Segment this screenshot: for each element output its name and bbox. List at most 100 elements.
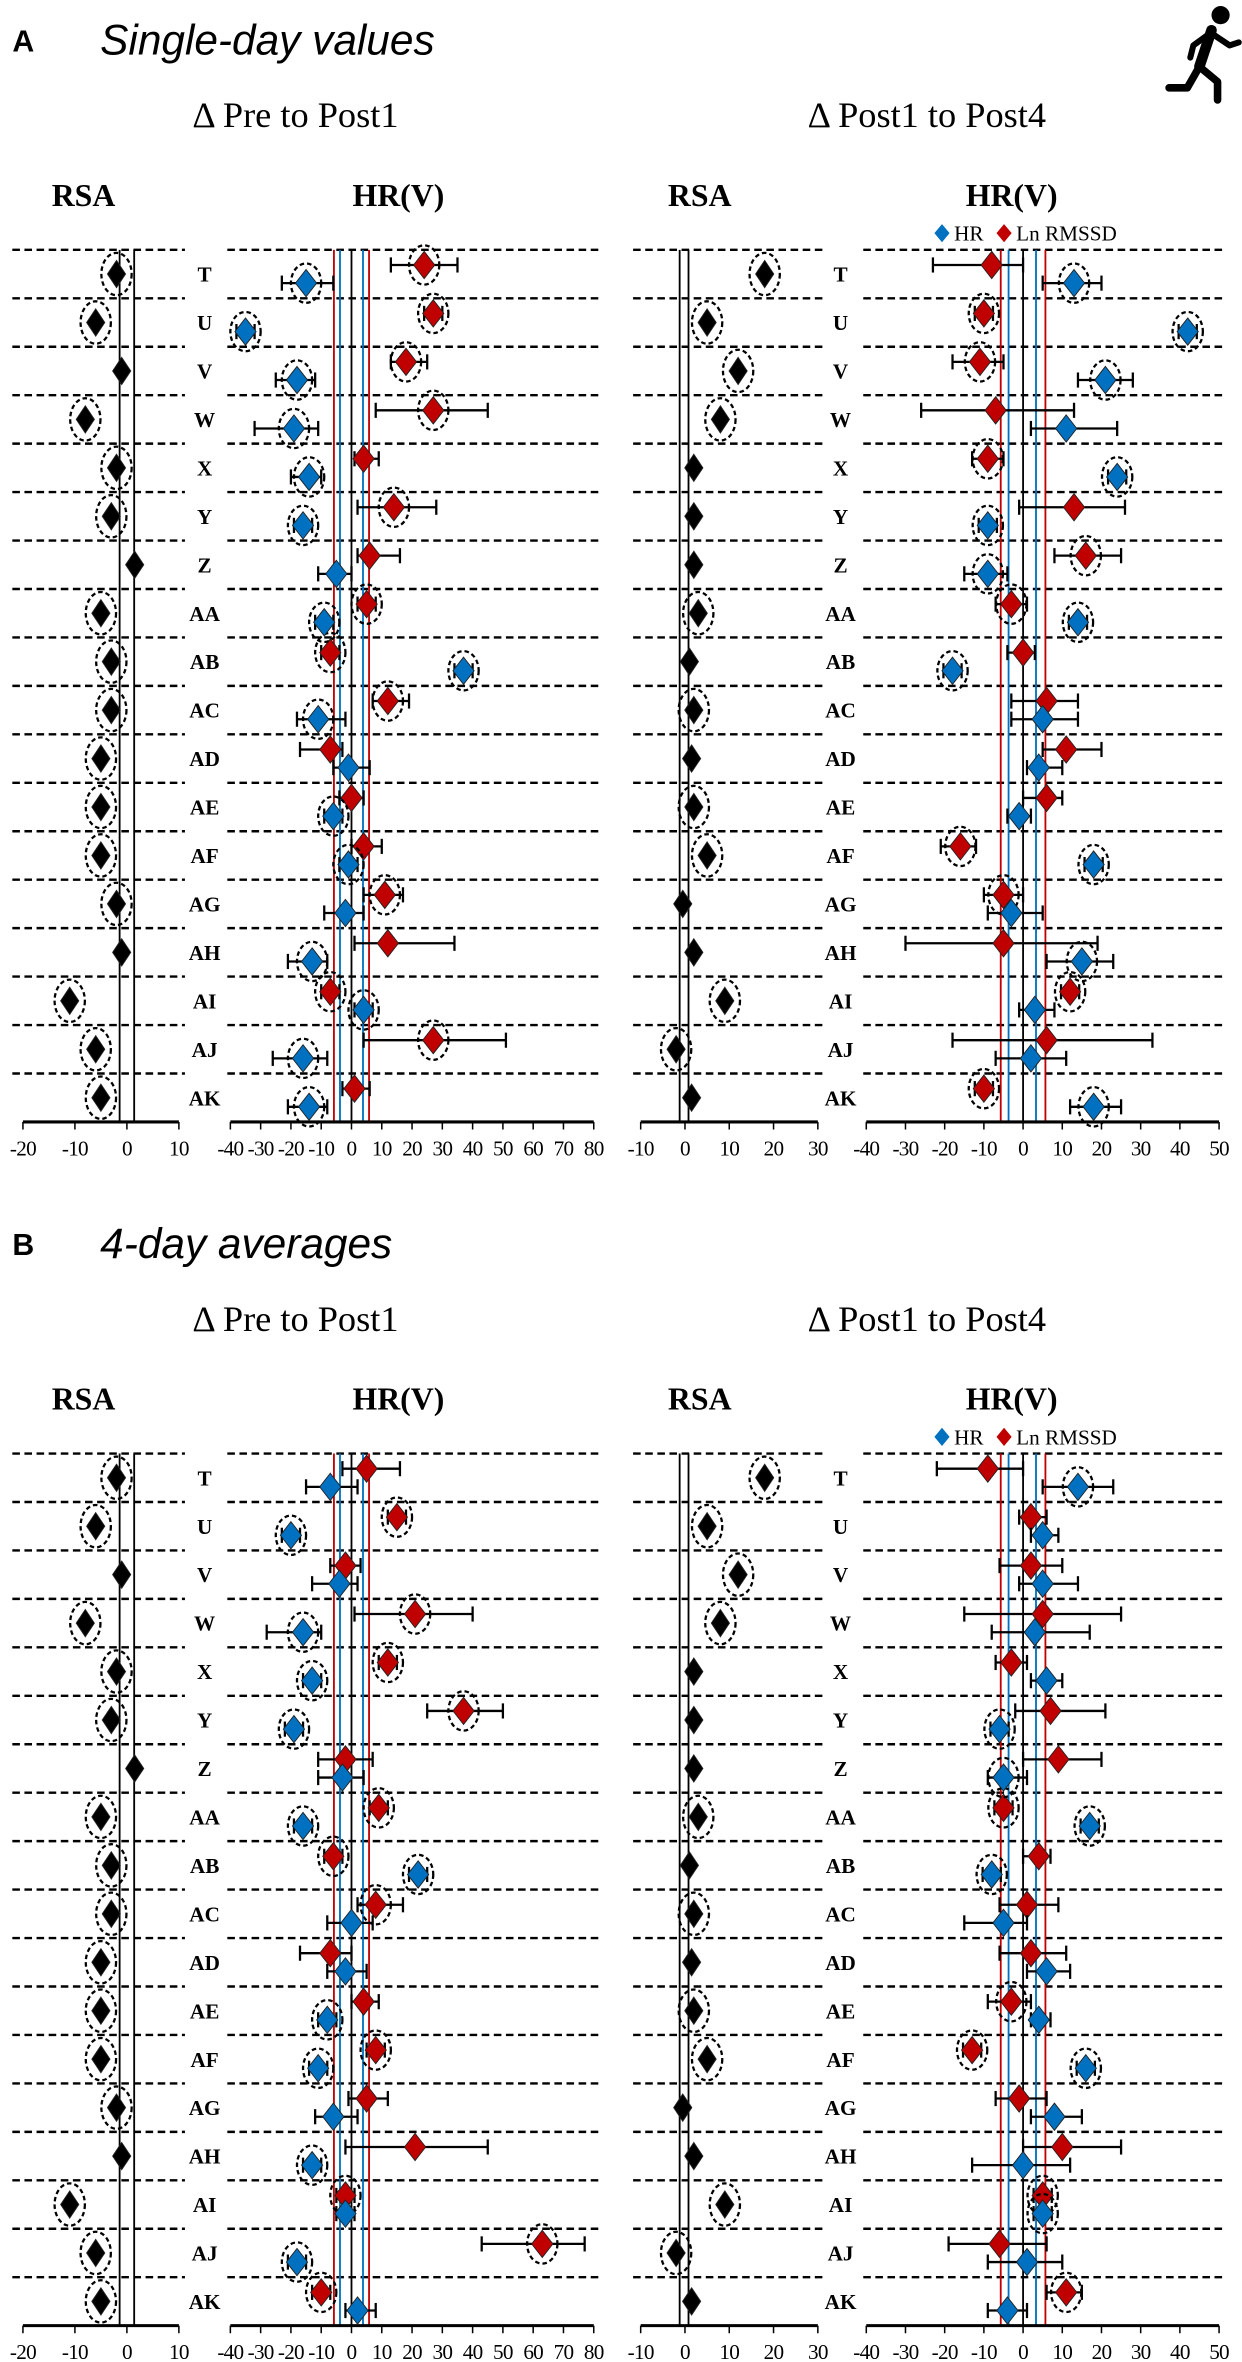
significance-circle bbox=[280, 2241, 314, 2283]
ln-rmssd-point bbox=[992, 880, 1015, 910]
rsa-point bbox=[125, 1754, 145, 1783]
significance-circle bbox=[100, 881, 133, 927]
ln-rmssd-point bbox=[1007, 2084, 1031, 2113]
hr-point bbox=[1023, 995, 1047, 1025]
x-tick-label: 0 bbox=[122, 1136, 132, 1160]
row-label: V bbox=[833, 1563, 849, 1587]
row-label: AI bbox=[193, 989, 217, 1013]
ln-rmssd-point bbox=[1000, 1987, 1023, 2017]
legend-rmssd-label: Ln RMSSD bbox=[1016, 222, 1117, 246]
rsa-point bbox=[91, 792, 111, 822]
row-label: AK bbox=[825, 2290, 857, 2314]
hr-point bbox=[328, 1569, 351, 1599]
subplot-title: RSA bbox=[668, 178, 732, 213]
row-label: AD bbox=[825, 1951, 856, 1975]
significance-circle bbox=[677, 784, 711, 830]
ln-rmssd-point bbox=[310, 2277, 333, 2307]
rsa-point bbox=[125, 550, 145, 580]
row-label: T bbox=[198, 263, 212, 287]
legend: HR Ln RMSSD bbox=[934, 1425, 1117, 1449]
row-label: AH bbox=[825, 2145, 857, 2169]
row-label: W bbox=[830, 408, 851, 432]
x-tick-label: 10 bbox=[1052, 1136, 1072, 1160]
significance-circle bbox=[53, 2182, 86, 2227]
significance-circle bbox=[295, 940, 329, 983]
hr-point bbox=[352, 995, 375, 1025]
rsa-point bbox=[684, 1705, 704, 1735]
significance-circle bbox=[280, 359, 314, 401]
hr-point bbox=[285, 2247, 309, 2277]
significance-circle bbox=[1053, 970, 1087, 1013]
rsa-point bbox=[684, 1899, 704, 1929]
x-tick-label: 40 bbox=[463, 2340, 483, 2362]
row-label: AB bbox=[826, 650, 855, 674]
significance-circle bbox=[721, 1552, 755, 1597]
x-tick-label: 30 bbox=[1131, 1136, 1151, 1160]
x-tick-label: -40 bbox=[853, 2340, 879, 2362]
rsa-point bbox=[755, 1463, 775, 1493]
comparison-heading: Δ Pre to Post1 bbox=[192, 95, 398, 135]
row-label: AH bbox=[189, 941, 221, 965]
row-label: AB bbox=[826, 1854, 855, 1878]
hr-point bbox=[337, 850, 360, 879]
rsa-point bbox=[86, 1034, 106, 1064]
row-label: W bbox=[830, 1612, 851, 1636]
significance-circle bbox=[971, 437, 1005, 480]
subplot-b-post1-post4-rsa: -10 0 10 20 30 bbox=[628, 1452, 829, 2362]
hr-point bbox=[406, 1860, 430, 1889]
hr-point bbox=[322, 2102, 345, 2132]
significance-circle bbox=[84, 833, 118, 878]
significance-circle bbox=[286, 1611, 320, 1654]
row-label: U bbox=[833, 311, 848, 335]
rsa-point bbox=[679, 1850, 700, 1880]
significance-circle bbox=[84, 1939, 118, 1985]
plot-area: -20 -10 0 10 -40 -30 -20 -10 0 10 20 30 40 50 60 70 80TU… bbox=[10, 244, 1230, 2362]
ln-rmssd-point bbox=[1058, 977, 1082, 1007]
significance-circle bbox=[389, 341, 423, 383]
significance-circle bbox=[69, 397, 102, 442]
panel-a-header: A Single-day values Δ Pre to Post1 Δ Pos… bbox=[12, 17, 1057, 213]
significance-circle bbox=[292, 1085, 326, 1128]
row-label: V bbox=[197, 360, 213, 384]
row-label: Z bbox=[198, 553, 212, 577]
ln-rmssd-point bbox=[376, 928, 400, 958]
row-label: Z bbox=[198, 1757, 212, 1781]
ln-rmssd-point bbox=[1027, 1841, 1050, 1871]
ln-rmssd-point bbox=[980, 250, 1003, 280]
row-label: AF bbox=[190, 844, 218, 868]
significance-circle bbox=[1026, 2192, 1059, 2235]
significance-circle bbox=[677, 1891, 711, 1937]
hr-point bbox=[291, 1043, 315, 1073]
significance-circle bbox=[53, 978, 86, 1024]
significance-circle bbox=[84, 784, 118, 830]
hr-point bbox=[1035, 1666, 1058, 1696]
ln-rmssd-point bbox=[984, 395, 1007, 425]
row-label: AK bbox=[825, 1086, 857, 1110]
hr-point bbox=[1055, 414, 1078, 443]
significance-circle bbox=[377, 486, 411, 529]
row-label: AI bbox=[829, 2193, 853, 2217]
ln-rmssd-point bbox=[322, 1841, 345, 1871]
row-label: Y bbox=[197, 505, 212, 529]
rsa-point bbox=[688, 598, 708, 628]
row-label: AB bbox=[190, 1854, 219, 1878]
ln-rmssd-point bbox=[373, 880, 396, 910]
ln-rmssd-point bbox=[364, 2035, 387, 2065]
hr-point bbox=[1105, 462, 1129, 492]
hr-point bbox=[1082, 1092, 1105, 1122]
rsa-point bbox=[60, 2190, 80, 2219]
significance-circle bbox=[995, 583, 1028, 625]
hr-point bbox=[316, 2005, 339, 2035]
significance-circle bbox=[1089, 359, 1122, 401]
row-label: U bbox=[197, 1515, 212, 1539]
subplot-b-pre-post1-rsa: -20 -10 0 10 bbox=[10, 1452, 190, 2362]
significance-circle bbox=[84, 590, 118, 636]
row-label: Z bbox=[833, 553, 847, 577]
rsa-point bbox=[684, 501, 704, 531]
significance-circle bbox=[95, 493, 128, 539]
ln-rmssd-point bbox=[340, 783, 363, 813]
hr-point bbox=[331, 1763, 354, 1792]
significance-circle bbox=[748, 251, 781, 297]
ln-rmssd-point bbox=[976, 444, 999, 474]
hr-point bbox=[294, 268, 318, 298]
